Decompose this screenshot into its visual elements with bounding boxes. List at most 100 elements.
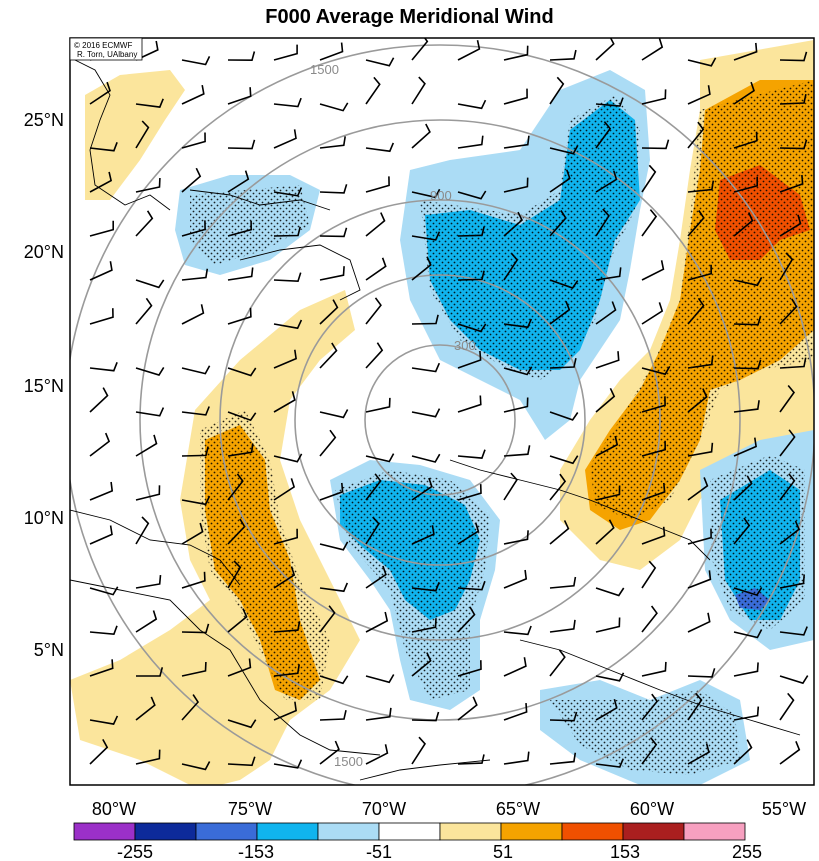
wind-barb (503, 625, 532, 636)
wind-barb (319, 42, 344, 61)
wind-barb (687, 297, 705, 325)
lon-label-75: 75°W (228, 799, 272, 819)
wind-barb (319, 136, 346, 149)
wind-barb (687, 264, 713, 281)
wind-barb (503, 252, 519, 281)
wind-barb (135, 516, 150, 545)
wind-barb (457, 323, 487, 333)
wind-barb (641, 605, 658, 633)
wind-barb (687, 57, 717, 67)
wind-barb (457, 754, 485, 765)
wind-barb (503, 703, 528, 721)
wind-barb (687, 355, 714, 369)
ring-label-900: 900 (430, 188, 452, 203)
wind-barb (549, 145, 579, 155)
wind-barb (595, 435, 619, 457)
wind-barb (503, 211, 523, 237)
wind-barb (319, 710, 347, 721)
wind-barb (457, 99, 487, 110)
wind-barb (733, 131, 758, 149)
lat-label-15: 15°N (24, 376, 64, 396)
wind-barb (779, 252, 794, 281)
wind-barb (181, 132, 206, 149)
wind-barb (733, 81, 755, 105)
wind-barb (227, 719, 257, 729)
wind-barb (181, 84, 205, 105)
wind-barb (549, 301, 571, 325)
wind-barb (641, 560, 657, 589)
wind-barb (181, 56, 211, 66)
wind-barb (549, 279, 579, 289)
wind-barb (457, 696, 478, 721)
wind-barb (595, 485, 621, 501)
wind-barb (779, 51, 808, 62)
wind-barb (595, 672, 625, 682)
wind-barb (779, 626, 808, 636)
credit-line-1: © 2016 ECMWF (74, 41, 132, 50)
wind-barb (687, 477, 709, 501)
wind-barb (779, 740, 801, 765)
wind-barb (319, 582, 349, 593)
wind-barb (227, 87, 252, 105)
wind-barb (365, 565, 387, 589)
wind-barb (779, 298, 798, 325)
wind-barb (549, 169, 571, 193)
wind-barb (227, 560, 242, 589)
wind-barb (227, 51, 256, 62)
wind-barb (89, 387, 109, 413)
wind-barb (457, 449, 486, 459)
wind-barb (273, 349, 297, 369)
range-rings (70, 44, 814, 785)
wind-barb (641, 139, 670, 150)
wind-barb (365, 674, 395, 684)
wind-barb (779, 473, 796, 501)
wind-barb (549, 752, 577, 765)
wind-barb (641, 260, 665, 281)
wind-barb (595, 587, 625, 597)
wind-barb (641, 661, 667, 677)
wind-barb (411, 362, 441, 373)
wind-barb (319, 541, 349, 551)
wind-barb (365, 397, 391, 413)
wind-barb (411, 453, 441, 463)
wind-barb (733, 400, 760, 413)
wind-barb (411, 256, 432, 281)
wind-barb (411, 652, 432, 677)
wind-barb (365, 473, 382, 501)
wind-barb (641, 302, 664, 325)
wind-barb (503, 88, 528, 105)
wind-barb (595, 97, 624, 107)
wind-barb (457, 40, 481, 61)
wind-barb (549, 210, 567, 237)
wind-barb (181, 365, 211, 375)
wind-barb (227, 658, 252, 677)
wind-barb (181, 304, 205, 325)
wind-barb (135, 575, 162, 589)
wind-barb (89, 81, 111, 105)
wind-barb (89, 586, 119, 596)
wind-barb (733, 437, 757, 457)
wind-barb (227, 307, 252, 325)
significance-stippling (190, 80, 814, 775)
wind-barb (319, 342, 338, 369)
wind-barb (181, 268, 209, 281)
wind-barb (641, 440, 667, 457)
colorbar-segment (73, 822, 136, 841)
wind-barb (365, 342, 384, 369)
wind-barb (319, 740, 340, 765)
wind-barb (89, 261, 113, 281)
wind-barb (365, 453, 395, 463)
wind-barb (227, 608, 248, 633)
wind-barb (319, 227, 348, 238)
wind-barb (365, 57, 395, 67)
wind-barb (365, 257, 387, 281)
positive-region-northwest (85, 70, 185, 200)
wind-barb (779, 214, 802, 237)
colorbar-segment (622, 822, 685, 841)
wind-barb (457, 226, 485, 237)
wind-barb (687, 668, 716, 678)
wind-barb (181, 522, 204, 545)
lat-label-25: 25°N (24, 110, 64, 130)
wind-barb (227, 518, 246, 545)
wind-barb (687, 388, 708, 413)
